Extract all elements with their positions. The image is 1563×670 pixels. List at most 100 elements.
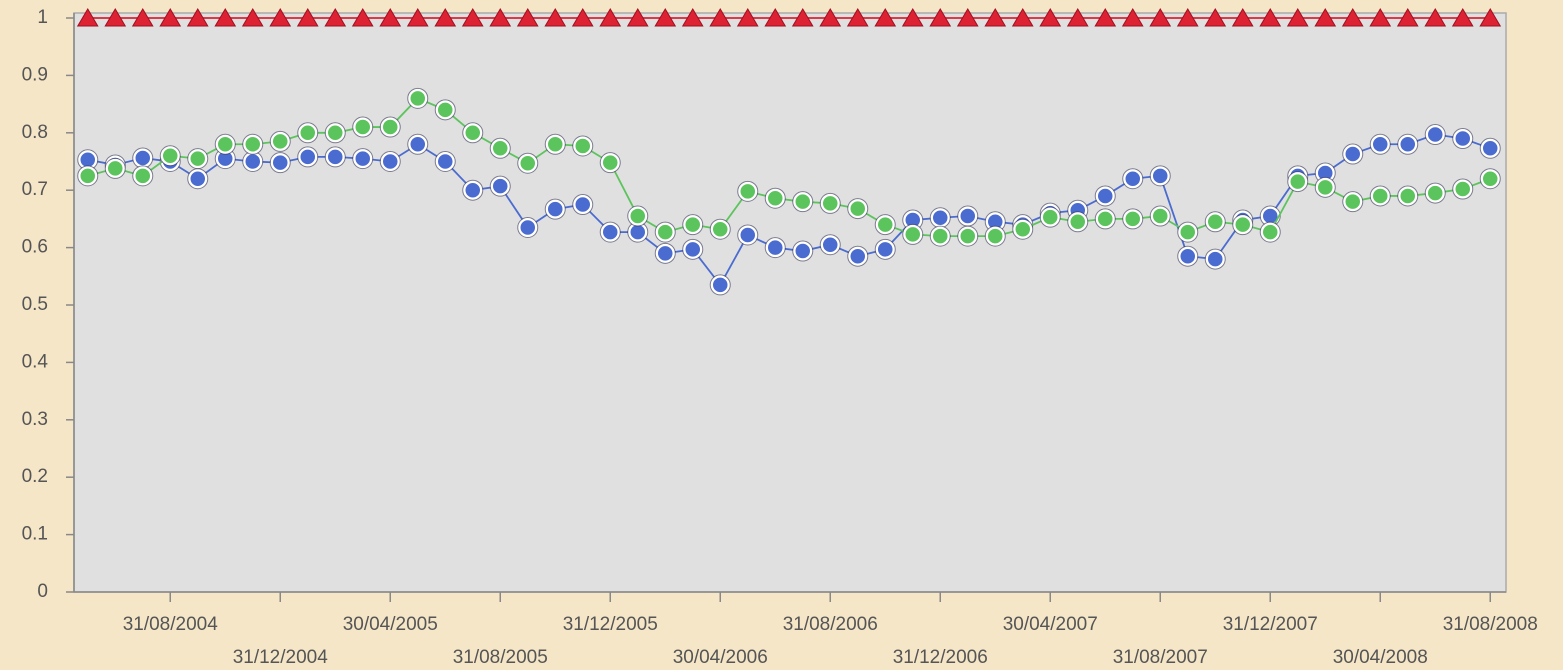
point-outline	[297, 122, 319, 144]
triangle-marker	[1204, 8, 1227, 27]
point-outline	[819, 234, 841, 256]
point-marker	[848, 198, 868, 219]
point-marker	[105, 158, 125, 179]
y-tick-label: 0.3	[22, 409, 48, 430]
triangle-marker	[516, 8, 539, 27]
point-marker	[380, 117, 400, 137]
point-marker	[215, 134, 235, 155]
point-outline	[1479, 137, 1501, 159]
point-outline	[1012, 218, 1034, 240]
point-outline	[627, 205, 649, 227]
point-marker	[875, 214, 895, 235]
point-outline	[1177, 245, 1199, 267]
triangle-marker	[874, 8, 897, 27]
point-marker	[738, 225, 758, 245]
point-outline	[709, 218, 731, 240]
point-marker	[710, 275, 730, 295]
y-tick-label: 0.4	[22, 351, 49, 372]
point-outline	[764, 187, 786, 209]
triangle-marker	[1121, 8, 1144, 27]
point-outline	[572, 135, 594, 157]
x-tick-label: 31/12/2005	[563, 614, 658, 635]
point-outline	[1342, 191, 1364, 213]
point-outline	[1342, 143, 1364, 165]
point-marker	[408, 134, 428, 155]
point-outline	[764, 237, 786, 259]
triangle-marker	[1314, 8, 1337, 27]
point-marker	[545, 134, 565, 155]
point-marker	[683, 214, 703, 235]
point-marker	[1370, 186, 1390, 206]
point-marker	[1453, 128, 1473, 149]
point-outline	[847, 245, 869, 267]
point-outline	[269, 152, 291, 174]
point-outline	[682, 238, 704, 260]
point-marker	[1150, 206, 1170, 226]
triangle-marker	[1094, 8, 1117, 27]
point-outline	[517, 152, 539, 174]
x-tick-label: 31/08/2004	[123, 614, 219, 635]
point-outline	[957, 225, 979, 247]
point-outline	[352, 116, 374, 138]
triangle-marker	[296, 8, 319, 27]
point-marker	[188, 168, 208, 189]
x-tick-label: 30/04/2008	[1333, 647, 1428, 668]
point-marker	[270, 131, 290, 152]
point-marker	[325, 123, 345, 143]
point-marker	[958, 206, 978, 226]
triangle-marker	[1039, 8, 1062, 27]
point-outline	[902, 223, 924, 245]
triangle-marker	[956, 8, 979, 27]
triangle-marker	[1011, 8, 1034, 27]
point-outline	[1204, 211, 1226, 233]
point-marker	[600, 152, 620, 173]
point-outline	[1452, 178, 1474, 200]
point-outline	[1039, 206, 1061, 228]
y-tick-label: 0.1	[22, 524, 48, 545]
point-marker	[958, 226, 978, 246]
point-marker	[353, 117, 373, 137]
y-tick-label: 0.5	[22, 294, 48, 315]
triangle-marker	[351, 8, 374, 27]
point-marker	[1205, 212, 1225, 232]
point-marker	[270, 152, 290, 173]
point-outline	[1094, 185, 1116, 207]
point-marker	[463, 123, 483, 143]
point-outline	[297, 146, 319, 168]
point-outline	[1314, 176, 1336, 198]
triangle-marker	[544, 8, 567, 27]
x-tick-label: 31/08/2006	[783, 614, 878, 635]
point-marker	[1040, 207, 1060, 227]
point-marker	[1288, 171, 1308, 192]
point-outline	[489, 137, 511, 159]
triangle-marker	[681, 8, 704, 27]
triangle-marker	[406, 8, 429, 27]
triangle-marker	[461, 8, 484, 27]
y-tick-label: 1	[37, 7, 48, 28]
point-outline	[1424, 182, 1446, 204]
point-outline	[1122, 168, 1144, 190]
triangle-marker	[736, 8, 759, 27]
point-outline	[379, 116, 401, 138]
point-outline	[819, 192, 841, 214]
point-marker	[820, 193, 840, 214]
point-outline	[462, 122, 484, 144]
x-tick-label: 31/12/2004	[233, 647, 329, 668]
point-marker	[1260, 222, 1280, 242]
triangle-marker	[1369, 8, 1392, 27]
point-marker	[1178, 246, 1198, 266]
point-marker	[1480, 168, 1500, 189]
point-outline	[407, 133, 429, 155]
point-outline	[462, 179, 484, 201]
triangle-marker	[1149, 8, 1172, 27]
x-tick-label: 31/12/2007	[1223, 614, 1318, 635]
point-outline	[847, 198, 869, 220]
x-tick-label: 31/08/2007	[1113, 647, 1208, 668]
triangle-marker	[214, 8, 237, 27]
point-outline	[709, 274, 731, 296]
point-marker	[545, 199, 565, 219]
point-outline	[407, 87, 429, 109]
triangle-marker	[1259, 8, 1282, 27]
point-outline	[1149, 165, 1171, 187]
